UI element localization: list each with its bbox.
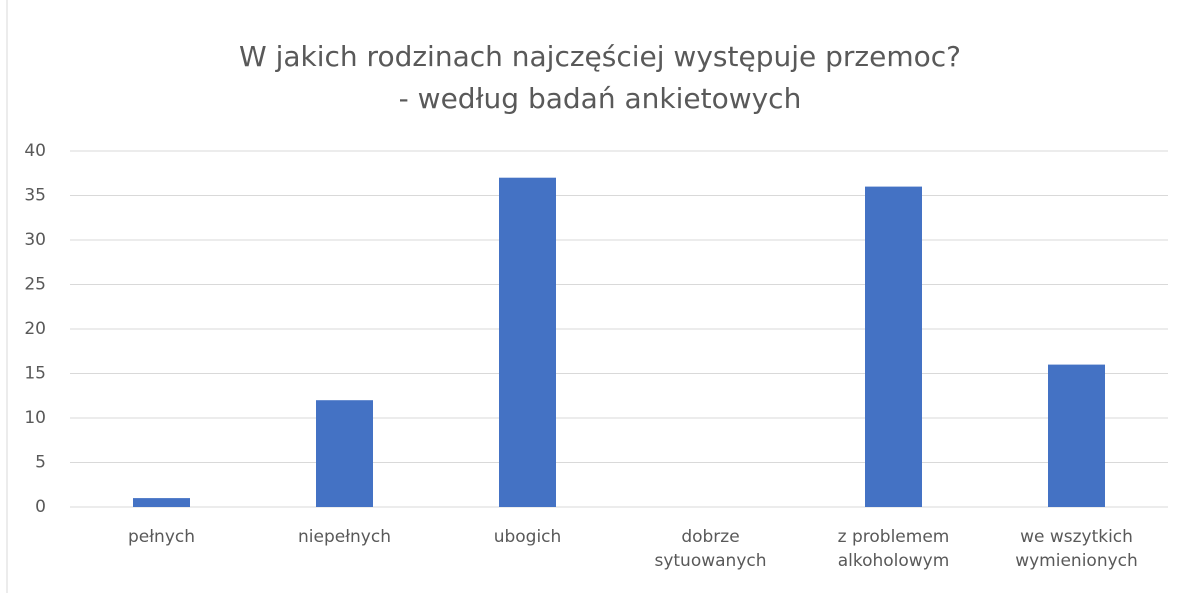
x-tick-label: we wszytkich wymienionych — [1015, 527, 1138, 571]
y-tick-label: 10 — [24, 408, 46, 428]
y-tick-label: 0 — [35, 497, 46, 517]
chart-frame — [6, 0, 8, 593]
y-tick-label: 25 — [24, 275, 46, 295]
chart-subtitle: - według badań ankietowych — [399, 82, 802, 115]
bar — [1048, 364, 1105, 507]
y-tick-label: 40 — [24, 141, 46, 161]
bar — [499, 177, 556, 507]
bar — [133, 498, 190, 507]
x-tick-label: ubogich — [493, 527, 562, 547]
y-tick-label: 20 — [24, 319, 46, 339]
x-tick-label: niepełnych — [298, 527, 391, 547]
x-tick-label: pełnych — [127, 527, 196, 547]
x-tick-label: z problemem alkoholowym — [837, 527, 950, 571]
bar — [316, 400, 373, 507]
y-tick-label: 5 — [35, 453, 46, 473]
chart-title: W jakich rodzinach najczęściej występuje… — [239, 40, 961, 73]
y-tick-label: 15 — [24, 364, 46, 384]
y-tick-label: 30 — [24, 230, 46, 250]
bar — [865, 186, 922, 507]
x-tick-label: dobrze sytuowanych — [654, 527, 767, 571]
y-tick-label: 35 — [24, 186, 46, 206]
